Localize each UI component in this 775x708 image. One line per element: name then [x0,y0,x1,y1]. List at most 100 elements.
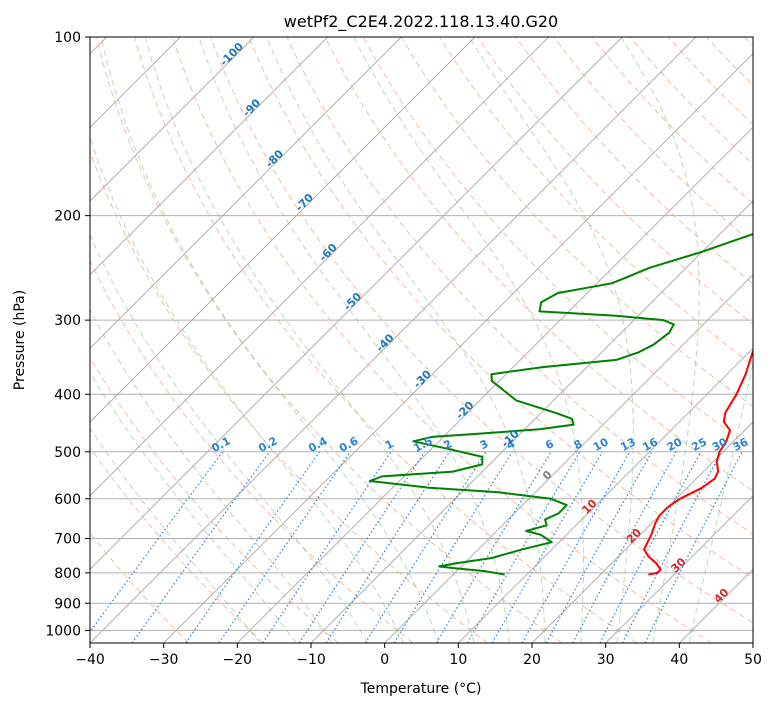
isotherm-line [90,37,550,497]
isotherm-line [678,568,753,643]
mixing-ratio-label: 25 [689,435,709,454]
dewpoint-profile-line [368,233,753,576]
x-tick-label: 0 [380,652,389,668]
mixing-ratio-line [325,451,451,643]
data-series [368,233,753,576]
isotherm-label: 20 [624,526,644,546]
isotherm-line [752,642,753,643]
mixing-ratio-label: 30 [710,435,730,454]
x-tick-label: 50 [744,652,762,668]
dry-adiabat-line [515,37,753,285]
isotherm-line [457,347,753,643]
dry-adiabat-line [477,37,753,325]
moist-adiabat-line [90,308,333,643]
isotherm-line [90,37,623,571]
isotherm-line [384,273,753,643]
isotherm-label: -30 [411,367,434,390]
mixing-ratio-label: 16 [640,435,660,454]
dry-adiabat-line [553,37,753,245]
mixing-ratio-line [131,451,271,643]
isotherm-line [90,37,329,276]
mixing-ratio-label: 10 [591,435,611,454]
dry-adiabat-line [90,356,339,643]
moist-adiabat-line [620,37,700,643]
moist-adiabat-line [90,233,369,643]
isotherm-line [90,37,476,423]
dry-adiabat-line [744,37,753,47]
mixing-ratio-label: 13 [618,435,638,454]
moist-adiabat-line [90,136,404,643]
isotherm-label: 30 [668,555,688,575]
y-axis-label: Pressure (hPa) [12,290,28,390]
moist-adiabat-line [353,37,584,643]
isotherm-label: -90 [240,96,263,119]
isotherm-label: 10 [580,497,600,517]
dry-adiabat-line [90,150,488,643]
axis-ticks: −40 −30 −20 −10 0 10 20 30 40 50 100 200 300 400 500 60… [45,30,762,668]
x-tick-label: −30 [149,652,179,668]
y-tick-label: 200 [54,209,81,225]
isotherm-label: -60 [317,241,340,264]
moist-adiabat-line [688,360,753,643]
temperature-profile-line [643,349,753,576]
isotherm-line [90,37,697,643]
x-axis-label: Temperature (°C) [360,681,482,697]
isotherm-label: -70 [293,191,316,214]
x-tick-label: 10 [449,652,467,668]
mixing-ratio-line [599,451,702,643]
dry-adiabat-line [324,37,753,492]
dry-adiabat-line [90,259,414,643]
mixing-ratio-label: 36 [731,435,751,454]
dry-adiabat-line [90,446,264,643]
dry-adiabat-line [90,532,190,643]
moist-adiabat-line [198,37,510,643]
dry-adiabat-line [667,37,753,126]
y-tick-label: 600 [54,492,81,508]
x-tick-label: 30 [597,652,615,668]
dry-adiabat-line [248,37,753,579]
mixing-ratio-line [572,451,677,643]
dry-adiabat-line [286,37,753,535]
moist-adiabat-line [90,371,297,643]
isotherm-label: -80 [263,147,286,170]
y-tick-label: 100 [54,30,81,46]
mixing-ratio-line [90,451,224,633]
isotherm-line [90,37,402,350]
x-tick-label: −20 [223,652,253,668]
y-tick-label: 800 [54,566,81,582]
y-tick-label: 1000 [45,623,81,639]
isotherm-line [531,421,753,643]
chart-title: wetPf2_C2E4.2022.118.13.40.G20 [284,12,558,32]
background-lines [90,37,753,643]
moist-adiabat-line [90,427,261,643]
y-tick-label: 900 [54,596,81,612]
mixing-ratio-label: 20 [665,435,685,454]
mixing-ratio-line [298,451,426,643]
isotherm-line [236,126,753,643]
mixing-ratio-line [364,451,487,643]
dry-adiabat-line [591,37,753,205]
y-tick-label: 500 [54,445,81,461]
dry-adiabat-line [95,37,563,643]
y-tick-label: 700 [54,532,81,548]
isotherm-label: -40 [373,331,396,354]
mixing-ratio-line [644,451,743,643]
moist-adiabat-line [266,37,546,643]
x-tick-label: −10 [296,652,326,668]
x-tick-label: 40 [670,652,688,668]
dry-adiabat-line [210,37,753,624]
plot-frame [89,36,754,644]
dry-adiabat-line [705,37,753,86]
isotherm-label: -50 [341,290,364,313]
mixing-ratio-line [521,451,631,643]
isotherm-label: -100 [217,40,246,69]
isotherm-line [163,52,753,643]
mixing-ratio-label: 3 [478,437,491,452]
mixing-ratio-label: 6 [543,437,556,452]
mixing-ratio-line [185,451,321,643]
isotherm-line [605,494,753,643]
x-tick-label: 20 [523,652,541,668]
moist-adiabat-line [468,37,634,643]
